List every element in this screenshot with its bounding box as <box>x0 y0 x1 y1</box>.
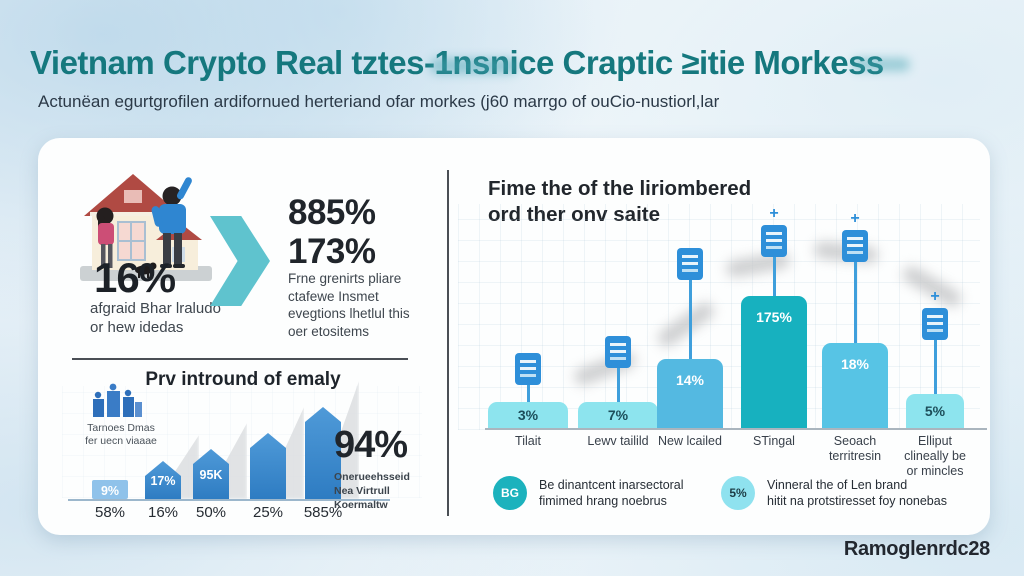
bar <box>305 407 341 499</box>
city-crowd-icon <box>88 382 146 425</box>
bar-label: 95K <box>199 468 223 483</box>
connector-line <box>933 340 937 394</box>
house-illustration <box>60 160 238 305</box>
axis-label: 58% <box>94 504 126 521</box>
document-icon <box>922 308 948 340</box>
bar <box>250 433 286 499</box>
legend-text: Vinneral the of Len brand hitit na prots… <box>767 477 947 508</box>
axis-label: STingal <box>753 434 795 448</box>
axis-label: New lcailed <box>658 434 722 448</box>
bar: 9% <box>92 480 128 499</box>
axis-label: Seoach territresin <box>828 434 882 463</box>
left-chart-axis <box>68 499 390 501</box>
aside-stat-caption: Onerueehsseid Nea Virtrull Koermaltw <box>334 471 410 512</box>
bar-label: 175% <box>756 309 792 325</box>
axis-label: 16% <box>147 504 179 521</box>
trend-arc-segment <box>654 299 718 350</box>
bar-label: 5% <box>924 403 946 419</box>
bar: 14% <box>657 359 723 428</box>
document-icon <box>515 353 541 385</box>
infographic-card: 16% afgraid Bhar lraludo or hew idedas 8… <box>38 138 990 535</box>
title-artifact-streak <box>430 58 518 74</box>
bar: 175% <box>741 296 807 428</box>
connector-line <box>772 257 776 296</box>
axis-label: Tilait <box>515 434 541 448</box>
right-chart-axis <box>485 428 987 430</box>
axis-label: 585% <box>303 504 343 521</box>
bar: 3% <box>488 402 568 428</box>
growth-values: 885% 173% <box>288 193 376 271</box>
document-icon <box>605 336 631 368</box>
title-artifact-streak <box>852 58 910 71</box>
bar: 18% <box>822 343 888 428</box>
legend-item: 5% Vinneral the of Len brand hitit na pr… <box>721 476 947 510</box>
connector-line <box>853 262 857 343</box>
bar: 7% <box>578 402 658 428</box>
left-chart-icon-caption: Tarnoes Dmas fer uecn viaaae <box>85 422 157 447</box>
connector-line <box>688 280 692 359</box>
right-chart-title: Fime the of the liriombered ord ther onv… <box>488 177 752 226</box>
bar-label: 14% <box>675 372 705 388</box>
legend-badge: 5% <box>721 476 755 510</box>
plus-icon: + <box>769 205 779 222</box>
document-icon <box>842 230 868 262</box>
stat-16-caption: afgraid Bhar lraludo or hew idedas <box>90 300 221 336</box>
axis-label: 50% <box>195 504 227 521</box>
stat-16-value: 16% <box>94 254 176 301</box>
document-icon <box>761 225 787 257</box>
legend-text: Be dinantcent inarsectoral fimimed hrang… <box>539 477 684 508</box>
plus-icon: + <box>930 288 940 305</box>
bar-label: 7% <box>607 407 629 423</box>
aside-stat-value: 94% <box>334 424 408 466</box>
section-divider <box>72 358 408 360</box>
legend-badge: BG <box>493 476 527 510</box>
plus-icon: + <box>850 210 860 227</box>
bar-label: 3% <box>517 407 539 423</box>
axis-label: Elliput clineally be or mincles <box>904 434 966 478</box>
bar-label: 17% <box>150 474 176 489</box>
document-icon <box>677 248 703 280</box>
connector-line <box>526 385 530 402</box>
axis-label: 25% <box>252 504 284 521</box>
bar: 17% <box>145 461 181 499</box>
bar: 5% <box>906 394 964 428</box>
bar-label: 9% <box>100 483 120 498</box>
axis-label: Lewv tailild <box>587 434 649 448</box>
panel-divider <box>447 170 449 516</box>
left-chart-title: Prv intround of emaly <box>145 369 341 390</box>
left-bar-chart: 9% 58% 17% 16% 95K 50% 25% 585% <box>38 138 447 535</box>
bar-label: 18% <box>840 356 870 372</box>
growth-caption: Frne grenirts pliare ctafewe Insmet eveg… <box>288 271 410 339</box>
brand-watermark: Ramoglenrdc28 <box>843 538 990 560</box>
page-subtitle: Actunëan egurtgrofilen ardifornued herte… <box>38 92 720 111</box>
right-bar-chart: 3% Tilait 7% Lewv tailild 14% New lcailed 175%… <box>447 138 990 535</box>
legend-item: BG Be dinantcent inarsectoral fimimed hr… <box>493 476 684 510</box>
connector-line <box>616 368 620 402</box>
